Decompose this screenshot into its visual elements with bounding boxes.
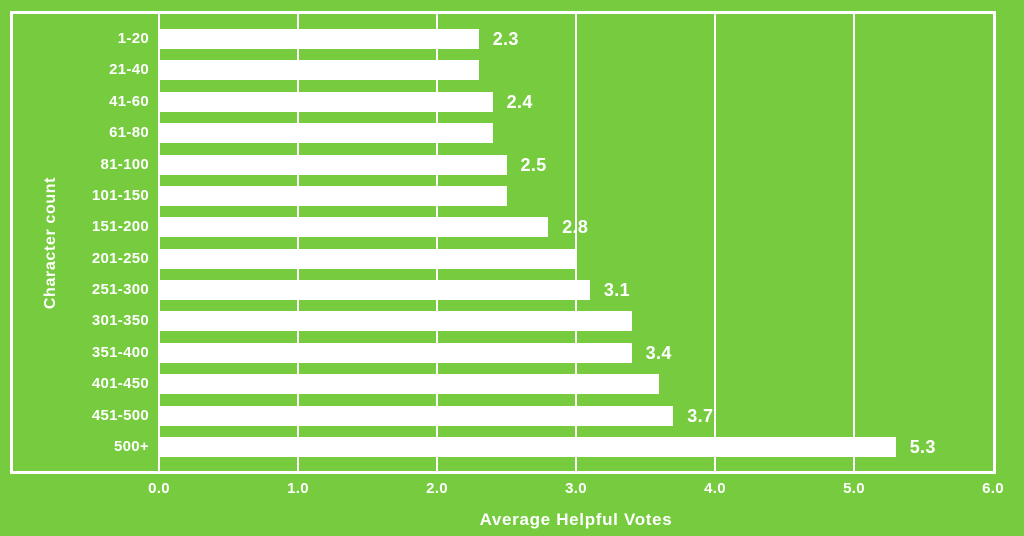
bar xyxy=(159,405,674,426)
category-label: 61-80 xyxy=(109,124,149,142)
bar-value-label: 2.8 xyxy=(562,217,589,238)
bar xyxy=(159,91,493,112)
gridline xyxy=(713,14,716,471)
category-label: 401-450 xyxy=(91,375,149,393)
bar xyxy=(159,342,632,363)
bar-row: 500+ 5.3 xyxy=(114,436,993,457)
category-label: 201-250 xyxy=(91,249,149,267)
bar-value-label: 3.7 xyxy=(687,405,714,426)
gridline xyxy=(575,14,577,471)
bar xyxy=(159,154,507,175)
x-axis-tick-label: 3.0 xyxy=(565,480,587,497)
bar-row: 201-250 xyxy=(92,248,993,269)
x-axis-tick-label: 2.0 xyxy=(426,480,448,497)
bar xyxy=(159,29,479,49)
bar-row: 451-500 3.7 xyxy=(92,405,993,426)
category-label: 351-400 xyxy=(91,343,149,361)
category-label: 301-350 xyxy=(91,312,149,330)
category-label: 81-100 xyxy=(100,155,149,173)
bar-row: 401-450 xyxy=(92,374,993,395)
bar-row: 61-80 xyxy=(109,123,993,144)
bar xyxy=(159,123,493,144)
bar xyxy=(159,248,576,269)
bar-row: 251-300 3.1 xyxy=(92,280,993,300)
category-label: 1-20 xyxy=(117,30,149,47)
bar xyxy=(159,60,479,81)
bar-row: 151-200 2.8 xyxy=(92,217,993,238)
bar-row: 21-40 xyxy=(109,60,993,81)
bar xyxy=(159,185,507,206)
plot-area: 1-20 2.3 21-40 41-60 2.4 61-80 81-100 2.… xyxy=(13,14,993,471)
x-axis-tick-label: 1.0 xyxy=(287,480,309,497)
bar-value-label: 3.4 xyxy=(645,342,672,363)
x-axis-tick-label: 6.0 xyxy=(982,480,1004,497)
category-label: 151-200 xyxy=(91,218,149,236)
bar-row: 351-400 3.4 xyxy=(92,342,993,363)
gridline xyxy=(853,14,855,471)
category-label: 251-300 xyxy=(91,281,149,298)
category-label: 500+ xyxy=(114,437,149,455)
y-axis-title: Character count xyxy=(42,176,59,309)
bar-value-label: 2.3 xyxy=(492,29,519,49)
bar-value-label: 5.3 xyxy=(909,436,936,457)
bar xyxy=(159,280,590,300)
gridline xyxy=(158,14,160,471)
bar-row: 81-100 2.5 xyxy=(100,154,993,175)
x-axis-tick-label: 5.0 xyxy=(843,480,865,497)
bar xyxy=(159,374,660,395)
plot-frame: 1-20 2.3 21-40 41-60 2.4 61-80 81-100 2.… xyxy=(10,11,996,474)
x-axis-title: Average Helpful Votes xyxy=(479,510,673,529)
bar-rows: 1-20 2.3 21-40 41-60 2.4 61-80 81-100 2.… xyxy=(92,14,993,471)
gridline xyxy=(296,14,299,471)
category-label: 101-150 xyxy=(91,186,149,204)
bar-value-label: 2.5 xyxy=(520,154,547,175)
bar xyxy=(159,311,632,332)
category-label: 21-40 xyxy=(109,61,149,79)
category-label: 451-500 xyxy=(91,406,149,424)
bar xyxy=(159,217,549,238)
bar xyxy=(159,436,896,457)
bar-value-label: 3.1 xyxy=(603,280,630,300)
gridline xyxy=(435,14,438,471)
category-label: 41-60 xyxy=(109,92,149,110)
x-axis-tick-label: 0.0 xyxy=(148,480,170,497)
bar-row: 301-350 xyxy=(92,311,993,332)
x-axis-tick-row: 0.0 1.0 2.0 3.0 4.0 5.0 6.0 xyxy=(148,480,1003,500)
x-axis-tick-label: 4.0 xyxy=(704,480,726,497)
bar-row: 1-20 2.3 xyxy=(118,29,993,49)
gridline-layer xyxy=(158,14,993,471)
bar-row: 41-60 2.4 xyxy=(109,91,993,112)
bar-row: 101-150 xyxy=(92,185,993,206)
bar-value-label: 2.4 xyxy=(506,91,533,112)
